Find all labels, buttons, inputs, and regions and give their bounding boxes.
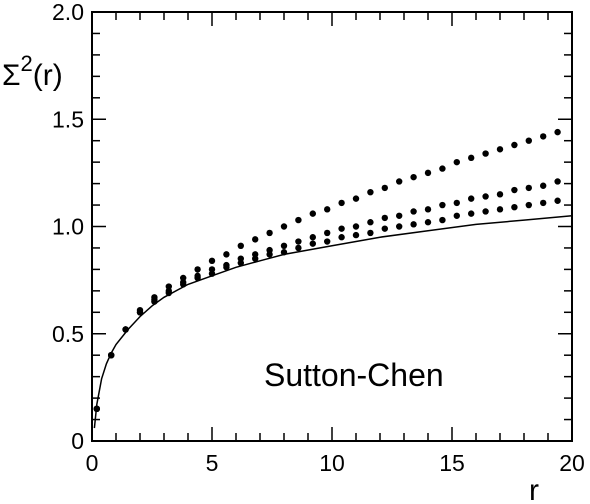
data-point-series-1 xyxy=(511,141,518,149)
data-point-series-3 xyxy=(511,203,518,211)
data-point-series-3 xyxy=(352,231,360,239)
data-point-series-1 xyxy=(496,146,504,153)
x-tick-label: 5 xyxy=(206,450,219,476)
data-point-series-2 xyxy=(468,195,475,202)
data-point-series-3 xyxy=(122,326,129,333)
data-point-series-2 xyxy=(482,193,489,200)
annotation-label: Sutton-Chen xyxy=(264,357,444,393)
data-point-series-1 xyxy=(208,257,216,265)
y-axis-title: Σ2(r) xyxy=(2,51,63,92)
data-point-series-3 xyxy=(252,255,259,262)
data-point-series-3 xyxy=(482,208,489,215)
x-axis-title: r xyxy=(529,474,539,504)
data-point-series-3 xyxy=(309,240,316,247)
data-point-series-3 xyxy=(410,221,417,228)
y-axis-title-superscript: 2 xyxy=(21,51,33,76)
data-point-series-3 xyxy=(136,309,144,316)
data-point-series-2 xyxy=(439,201,446,209)
data-point-series-3 xyxy=(496,206,504,213)
data-point-series-3 xyxy=(367,229,374,237)
y-tick-label: 0 xyxy=(71,428,84,454)
data-point-series-1 xyxy=(554,128,561,136)
data-point-series-1 xyxy=(424,169,432,177)
theory-curve xyxy=(93,215,573,429)
data-point-series-2 xyxy=(352,223,360,230)
data-point-series-1 xyxy=(396,178,403,185)
y-axis-title-main: Σ xyxy=(2,59,21,92)
data-point-series-1 xyxy=(352,195,360,202)
data-point-series-2 xyxy=(511,186,518,194)
y-tick-label: 1.5 xyxy=(52,106,84,132)
data-point-series-1 xyxy=(439,165,446,172)
x-tick-label: 15 xyxy=(439,450,465,476)
data-point-series-3 xyxy=(165,289,172,297)
data-point-series-1 xyxy=(338,199,345,207)
data-point-series-2 xyxy=(338,225,345,232)
data-point-series-3 xyxy=(93,405,101,413)
data-point-series-1 xyxy=(468,154,475,162)
data-point-series-3 xyxy=(295,244,302,252)
data-point-series-2 xyxy=(496,191,504,198)
data-point-series-3 xyxy=(439,216,446,224)
data-point-series-2 xyxy=(540,182,547,189)
data-point-series-3 xyxy=(338,234,345,241)
y-axis-title-tail: (r) xyxy=(33,59,63,92)
data-point-series-2 xyxy=(525,184,532,192)
data-point-series-1 xyxy=(295,216,302,224)
data-point-series-1 xyxy=(540,133,547,140)
data-point-series-2 xyxy=(424,206,432,213)
data-point-series-3 xyxy=(396,223,403,230)
plot-layer: 0 5 10 15 20 0 0.5 1.0 1.5 2.0 xyxy=(52,0,585,476)
data-point-series-1 xyxy=(453,158,460,166)
y-tick-label: 1.0 xyxy=(52,214,84,240)
data-point-series-1 xyxy=(223,251,230,258)
data-point-series-2 xyxy=(381,214,388,222)
data-point-series-3 xyxy=(540,199,547,207)
data-point-series-3 xyxy=(266,251,273,258)
x-tick-label: 0 xyxy=(86,450,99,476)
data-point-series-1 xyxy=(367,188,374,196)
data-point-series-3 xyxy=(237,259,244,267)
data-point-series-2 xyxy=(554,178,561,185)
data-point-series-3 xyxy=(208,270,216,277)
data-point-series-2 xyxy=(367,219,374,226)
data-point-series-1 xyxy=(410,173,417,181)
data-point-series-1 xyxy=(266,229,273,237)
data-point-series-2 xyxy=(280,242,288,250)
data-point-series-2 xyxy=(324,229,331,237)
data-point-series-3 xyxy=(525,201,532,209)
data-point-series-1 xyxy=(280,223,288,230)
data-point-series-2 xyxy=(410,208,417,215)
data-point-series-3 xyxy=(280,249,288,256)
data-point-series-1 xyxy=(309,210,316,217)
data-point-series-1 xyxy=(194,266,201,273)
data-point-series-3 xyxy=(554,197,561,204)
data-point-series-3 xyxy=(324,238,331,245)
data-point-series-3 xyxy=(424,219,432,226)
data-point-series-1 xyxy=(525,137,532,144)
data-point-series-1 xyxy=(381,184,388,192)
data-point-series-3 xyxy=(151,298,158,305)
data-point-series-3 xyxy=(468,210,475,217)
data-point-series-3 xyxy=(381,225,388,232)
x-tick-label: 10 xyxy=(319,450,345,476)
data-point-series-2 xyxy=(396,212,403,219)
data-point-series-2 xyxy=(295,238,302,245)
y-tick-label: 0.5 xyxy=(52,321,84,347)
data-point-series-2 xyxy=(309,234,316,241)
data-point-series-3 xyxy=(180,281,187,288)
y-tick-label: 2.0 xyxy=(52,0,84,25)
data-point-series-1 xyxy=(482,150,489,157)
data-point-series-1 xyxy=(237,242,244,250)
data-point-series-2 xyxy=(453,199,460,207)
data-point-series-3 xyxy=(223,264,230,271)
data-point-series-1 xyxy=(324,206,331,213)
data-point-series-3 xyxy=(194,274,201,282)
svg-text:Σ2(r): Σ2(r) xyxy=(2,51,63,92)
x-tick-label: 20 xyxy=(559,450,585,476)
data-point-series-3 xyxy=(108,352,115,359)
data-point-series-1 xyxy=(252,236,259,243)
data-point-series-3 xyxy=(453,212,460,219)
